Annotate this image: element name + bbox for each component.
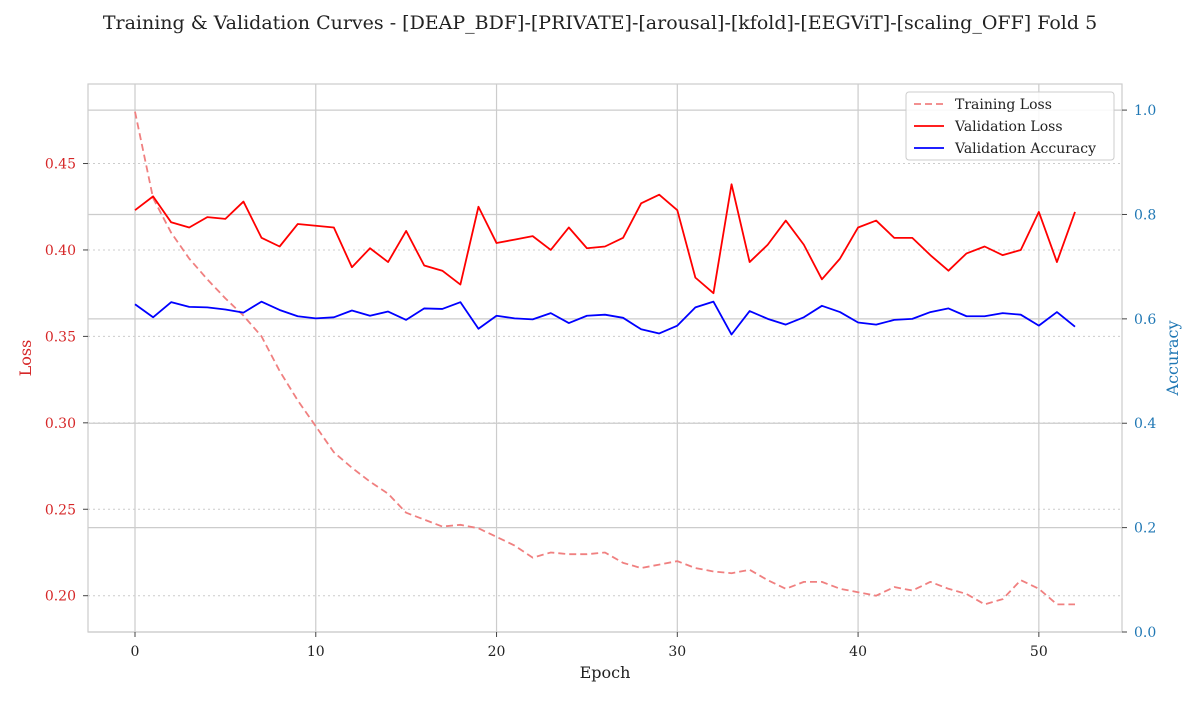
x-tick-label: 10	[307, 644, 325, 660]
left-tick-label: 0.45	[45, 157, 76, 173]
right-tick-label: 0.0	[1134, 625, 1156, 641]
x-axis: 0 10 20 30 40 50	[131, 632, 1048, 660]
right-tick-label: 0.4	[1134, 416, 1156, 432]
right-tick-label: 1.0	[1134, 103, 1156, 119]
x-tick-label: 30	[668, 644, 686, 660]
legend: Training Loss Validation Loss Validation A…	[905, 91, 1115, 161]
legend-label: Training Loss	[955, 97, 1052, 113]
chart-title: Training & Validation Curves - [DEAP_BDF…	[103, 12, 1097, 34]
right-tick-label: 0.8	[1134, 207, 1156, 223]
x-tick-label: 20	[488, 644, 506, 660]
y-axis-left: 0.20 0.25 0.30 0.35 0.40 0.45	[45, 157, 88, 605]
x-tick-label: 0	[131, 644, 140, 660]
y-axis-label-right: Accuracy	[1163, 321, 1182, 397]
legend-label: Validation Accuracy	[954, 141, 1096, 157]
x-tick-label: 50	[1030, 644, 1048, 660]
legend-label: Validation Loss	[954, 119, 1063, 135]
left-tick-label: 0.40	[45, 243, 76, 259]
legend-box	[905, 91, 1115, 161]
validation-accuracy-line	[134, 300, 1076, 336]
left-tick-label: 0.30	[45, 416, 76, 432]
left-tick-label: 0.20	[45, 589, 76, 605]
right-tick-label: 0.2	[1134, 521, 1156, 537]
right-tick-label: 0.6	[1134, 312, 1156, 328]
training-loss-line	[134, 111, 1075, 606]
y-axis-label-left: Loss	[16, 340, 35, 377]
grid-layer	[88, 84, 1122, 633]
validation-loss-line	[134, 183, 1076, 295]
left-tick-label: 0.25	[45, 502, 76, 518]
left-tick-label: 0.35	[45, 329, 76, 345]
x-tick-label: 40	[849, 644, 867, 660]
y-axis-right: 0.0 0.2 0.4 0.6 0.8 1.0	[1122, 103, 1156, 641]
x-axis-label: Epoch	[580, 663, 631, 682]
series-layer	[134, 111, 1076, 606]
plot-frame	[87, 83, 1123, 633]
